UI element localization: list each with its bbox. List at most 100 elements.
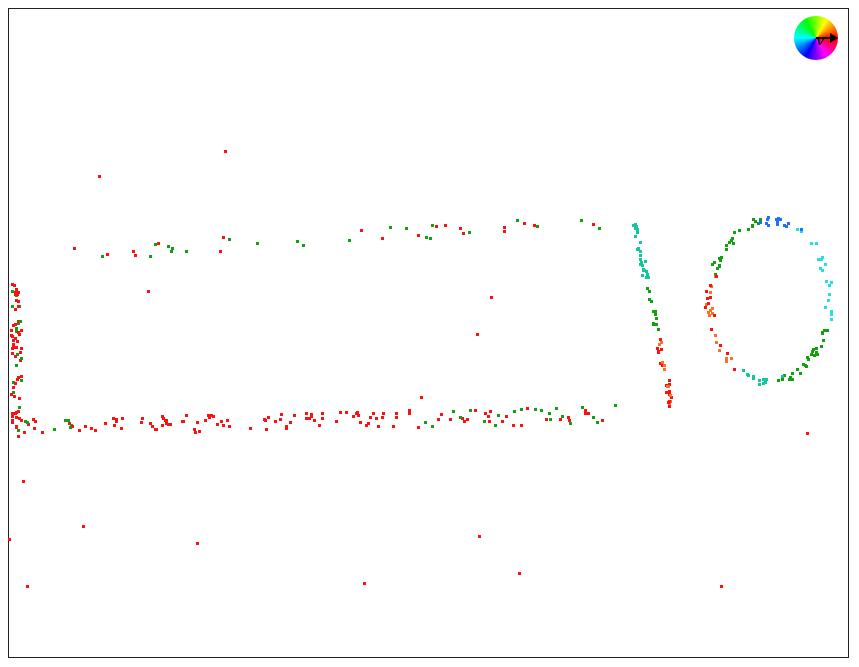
flow-point <box>459 416 462 419</box>
flow-point <box>27 423 30 426</box>
flow-point <box>503 230 506 233</box>
flow-point <box>518 572 521 575</box>
flow-point <box>705 303 708 306</box>
flow-point <box>489 410 492 413</box>
flow-point <box>648 290 651 293</box>
flow-point <box>731 237 734 240</box>
flow-point <box>17 305 20 308</box>
flow-point <box>474 409 477 412</box>
flow-point <box>12 324 15 327</box>
flow-point <box>824 263 827 266</box>
flow-point <box>789 378 792 381</box>
flow-point <box>825 280 828 283</box>
flow-point <box>747 228 750 231</box>
flow-point <box>820 258 823 261</box>
flow-point <box>408 412 411 415</box>
flow-point <box>429 237 432 240</box>
flow-point <box>101 255 104 258</box>
flow-point <box>15 330 18 333</box>
flow-point <box>828 293 831 296</box>
flow-point <box>264 419 267 422</box>
flow-point <box>503 226 506 229</box>
flow-point <box>20 357 23 360</box>
flow-point <box>478 535 481 538</box>
flow-point <box>567 416 570 419</box>
flow-point <box>15 346 18 349</box>
flow-point <box>796 228 799 231</box>
flow-point <box>169 423 172 426</box>
flow-point <box>654 313 657 316</box>
flow-point <box>8 538 11 541</box>
flow-point <box>758 379 761 382</box>
flow-point <box>435 225 438 228</box>
flow-point <box>18 406 21 409</box>
flow-point <box>670 396 673 399</box>
flow-point <box>765 222 768 225</box>
flow-point <box>669 394 672 397</box>
flow-point <box>222 236 225 239</box>
flow-point <box>17 320 20 323</box>
flow-point <box>12 343 15 346</box>
flow-point <box>555 407 558 410</box>
flow-point <box>802 363 805 366</box>
flow-point <box>815 347 818 350</box>
flow-point <box>321 412 324 415</box>
flow-point <box>822 339 825 342</box>
flow-point <box>710 328 713 331</box>
flow-point <box>204 419 207 422</box>
flow-point <box>640 261 643 264</box>
flow-point <box>764 381 767 384</box>
flow-point <box>151 425 154 428</box>
flow-point <box>655 323 658 326</box>
flow-point <box>779 218 782 221</box>
flow-point <box>140 421 143 424</box>
flow-point <box>18 417 21 420</box>
flow-point <box>652 322 655 325</box>
flow-point <box>733 368 736 371</box>
flow-point <box>348 239 351 242</box>
flow-point <box>817 258 820 261</box>
flow-point <box>228 238 231 241</box>
flow-point <box>719 344 722 347</box>
flow-point <box>121 417 124 420</box>
flow-point <box>725 357 728 360</box>
flow-point <box>216 423 219 426</box>
flow-point <box>821 256 824 259</box>
flow-point <box>157 242 160 245</box>
flow-point <box>810 242 813 245</box>
flow-point <box>584 412 587 415</box>
flow-point <box>165 422 168 425</box>
flow-point <box>520 408 523 411</box>
flow-point <box>512 424 515 427</box>
flow-point <box>548 412 551 415</box>
flow-point <box>94 429 97 432</box>
flow-point <box>707 311 710 314</box>
flow-point <box>82 525 85 528</box>
flow-point <box>709 284 712 287</box>
flow-point <box>815 242 818 245</box>
flow-point <box>483 420 486 423</box>
flow-point <box>709 291 712 294</box>
flow-point <box>783 374 786 377</box>
flow-point <box>228 425 231 428</box>
flow-point <box>196 542 199 545</box>
flow-point <box>490 296 493 299</box>
flow-point <box>154 428 157 431</box>
flow-point <box>382 412 385 415</box>
flow-point <box>711 263 714 266</box>
flow-point <box>220 420 223 423</box>
flow-point <box>12 391 15 394</box>
flow-point <box>11 335 14 338</box>
flow-point <box>19 359 22 362</box>
flow-point <box>713 261 716 264</box>
flow-point <box>468 231 471 234</box>
flow-point <box>658 343 661 346</box>
flow-point <box>718 265 721 268</box>
flow-point <box>776 218 779 221</box>
flow-point <box>660 341 663 344</box>
flow-point <box>22 480 25 483</box>
flow-point <box>718 349 721 352</box>
flow-point <box>12 339 15 342</box>
flow-point <box>494 424 497 427</box>
flow-point <box>646 287 649 290</box>
